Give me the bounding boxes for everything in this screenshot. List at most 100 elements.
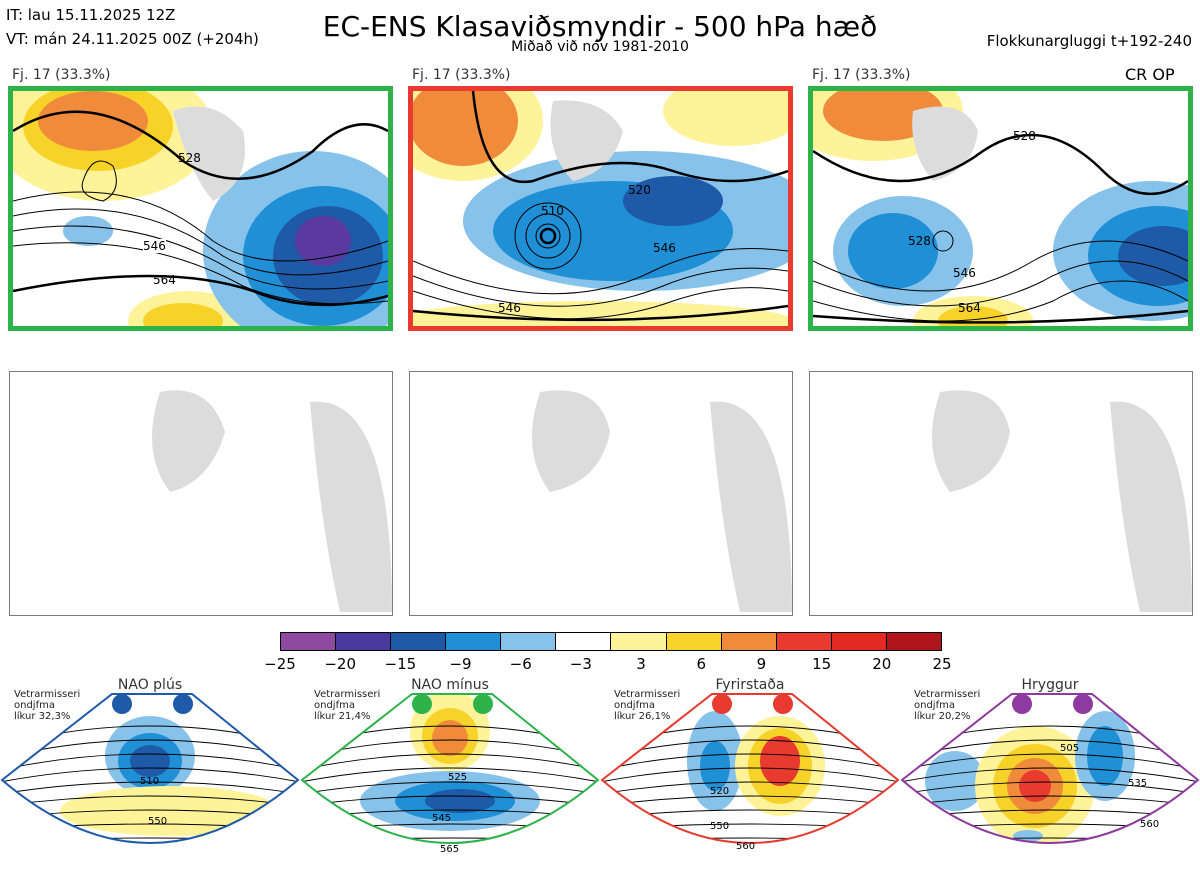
regime-marker bbox=[412, 694, 432, 714]
contour-label: 560 bbox=[736, 841, 756, 852]
anomaly-shading bbox=[130, 745, 170, 777]
regime-note-line: ondjfma bbox=[314, 700, 355, 711]
colorbar-swatch bbox=[886, 633, 941, 650]
colorbar-tick-label: 20 bbox=[872, 655, 892, 673]
regime-note: Vetrarmisseri ondjfma líkur 21,4% bbox=[314, 689, 380, 722]
contour-label: 564 bbox=[153, 273, 176, 287]
colorbar-swatch bbox=[776, 633, 832, 650]
contour-label: 546 bbox=[498, 301, 521, 315]
regime-title: Hryggur bbox=[1021, 677, 1079, 693]
height-contour bbox=[302, 753, 598, 771]
regime-outline bbox=[900, 693, 1200, 844]
colorbar-tick-label: 3 bbox=[636, 655, 646, 673]
regime-map-2: NAO mínus Vetrarmisseri ondjfma líkur 21,4%… bbox=[300, 676, 600, 871]
regime-note-line: ondjfma bbox=[14, 700, 55, 711]
colorbar-tick-label: 15 bbox=[812, 655, 832, 673]
anomaly-shading bbox=[425, 789, 495, 813]
contour-label: 525 bbox=[448, 772, 468, 783]
height-contour bbox=[602, 823, 898, 831]
regime-note: Vetrarmisseri ondjfma líkur 20,2% bbox=[914, 689, 980, 722]
regime-note-line: Vetrarmisseri bbox=[14, 689, 81, 700]
regime-marker bbox=[173, 694, 193, 714]
colorbar-tick-label: −25 bbox=[264, 655, 296, 673]
height-contour bbox=[2, 781, 298, 795]
cluster-label-1: Fj. 17 (33.3%) bbox=[12, 67, 111, 83]
contour-label: 520 bbox=[710, 786, 730, 797]
member-map-2 bbox=[409, 371, 793, 616]
regime-map-4: Hryggur Vetrarmisseri ondjfma líkur 20,2% 50… bbox=[900, 676, 1200, 871]
colorbar-tick-label: −20 bbox=[324, 655, 356, 673]
colorbar-tick-label: −3 bbox=[569, 655, 592, 673]
colorbar-swatch bbox=[336, 633, 392, 650]
valid-time: VT: mán 24.11.2025 00Z (+204h) bbox=[6, 30, 259, 48]
height-contour bbox=[902, 753, 1198, 771]
contour-label: 560 bbox=[1140, 819, 1160, 830]
height-contour bbox=[2, 767, 298, 783]
control-run-label: CR OP bbox=[1125, 65, 1175, 84]
colorbar-swatch bbox=[281, 633, 337, 650]
regime-map-3: Fyrirstaða Vetrarmisseri ondjfma líkur 26,1… bbox=[600, 676, 900, 871]
regime-note-line: Vetrarmisseri bbox=[914, 689, 981, 700]
regime-marker bbox=[112, 694, 132, 714]
height-contour bbox=[902, 781, 1198, 795]
regime-marker bbox=[473, 694, 493, 714]
contour-label: 510 bbox=[541, 204, 564, 218]
height-contour bbox=[302, 795, 598, 807]
colorbar-tick-label: −15 bbox=[384, 655, 417, 673]
anomaly-shading bbox=[1013, 830, 1043, 842]
regime-marker bbox=[1012, 694, 1032, 714]
member-map-3 bbox=[809, 371, 1193, 616]
cluster-map-2: 510 520 546 546 bbox=[408, 86, 793, 331]
contour-label: 545 bbox=[432, 813, 452, 824]
height-contour bbox=[2, 795, 298, 807]
regime-title: NAO plús bbox=[117, 677, 183, 693]
regime-map-1: NAO plús Vetrarmisseri ondjfma líkur 32,3% 5… bbox=[0, 676, 300, 871]
regime-note-line: líkur 26,1% bbox=[614, 711, 671, 722]
height-contour bbox=[302, 767, 598, 783]
regime-outline bbox=[0, 693, 300, 844]
height-contour bbox=[602, 753, 898, 771]
colorbar-swatch bbox=[721, 633, 777, 650]
height-contour bbox=[302, 837, 598, 843]
regime-note-line: líkur 21,4% bbox=[314, 711, 371, 722]
height-contour bbox=[302, 781, 598, 795]
regime-note-line: ondjfma bbox=[914, 700, 955, 711]
height-contour bbox=[602, 767, 898, 783]
colorbar-swatch bbox=[831, 633, 887, 650]
member-map-1 bbox=[9, 371, 393, 616]
contour-label: 520 bbox=[628, 183, 651, 197]
contour-label: 528 bbox=[908, 234, 931, 248]
regime-title: NAO mínus bbox=[411, 677, 489, 693]
page-subtitle: Miðað við nóv 1981-2010 bbox=[511, 39, 689, 55]
colorbar-tick-label: 25 bbox=[932, 655, 952, 673]
regime-note-line: líkur 20,2% bbox=[914, 711, 971, 722]
height-contour bbox=[902, 795, 1198, 807]
colorbar-swatch bbox=[446, 633, 502, 650]
anomaly-shading bbox=[700, 741, 730, 791]
colorbar-tick-label: −9 bbox=[449, 655, 472, 673]
regime-note-line: ondjfma bbox=[614, 700, 655, 711]
colorbar-swatch bbox=[391, 633, 447, 650]
height-contour bbox=[2, 837, 298, 843]
contour-label: 546 bbox=[143, 239, 166, 253]
anomaly-shading bbox=[1019, 770, 1051, 802]
regime-note-line: líkur 32,3% bbox=[14, 711, 71, 722]
anomaly-shading bbox=[925, 751, 985, 811]
anomaly-shading bbox=[760, 736, 800, 786]
contour-label: 505 bbox=[1060, 743, 1080, 754]
anomaly-colorbar bbox=[280, 632, 942, 651]
colorbar-tick-label: 9 bbox=[756, 655, 767, 673]
regime-outline bbox=[300, 693, 600, 844]
colorbar-tick-label: −6 bbox=[509, 655, 532, 673]
cluster-label-3: Fj. 17 (33.3%) bbox=[812, 67, 911, 83]
contour-label: 565 bbox=[440, 844, 460, 855]
colorbar-swatch bbox=[556, 633, 612, 650]
anomaly-shading bbox=[432, 720, 468, 756]
regime-outline bbox=[600, 693, 900, 844]
regime-marker bbox=[773, 694, 793, 714]
regime-marker bbox=[1073, 694, 1093, 714]
regime-note: Vetrarmisseri ondjfma líkur 26,1% bbox=[614, 689, 680, 722]
regime-note-line: Vetrarmisseri bbox=[614, 689, 681, 700]
page-title: EC-ENS Klasaviðsmyndir - 500 hPa hæð bbox=[322, 10, 878, 43]
height-contour bbox=[2, 753, 298, 771]
